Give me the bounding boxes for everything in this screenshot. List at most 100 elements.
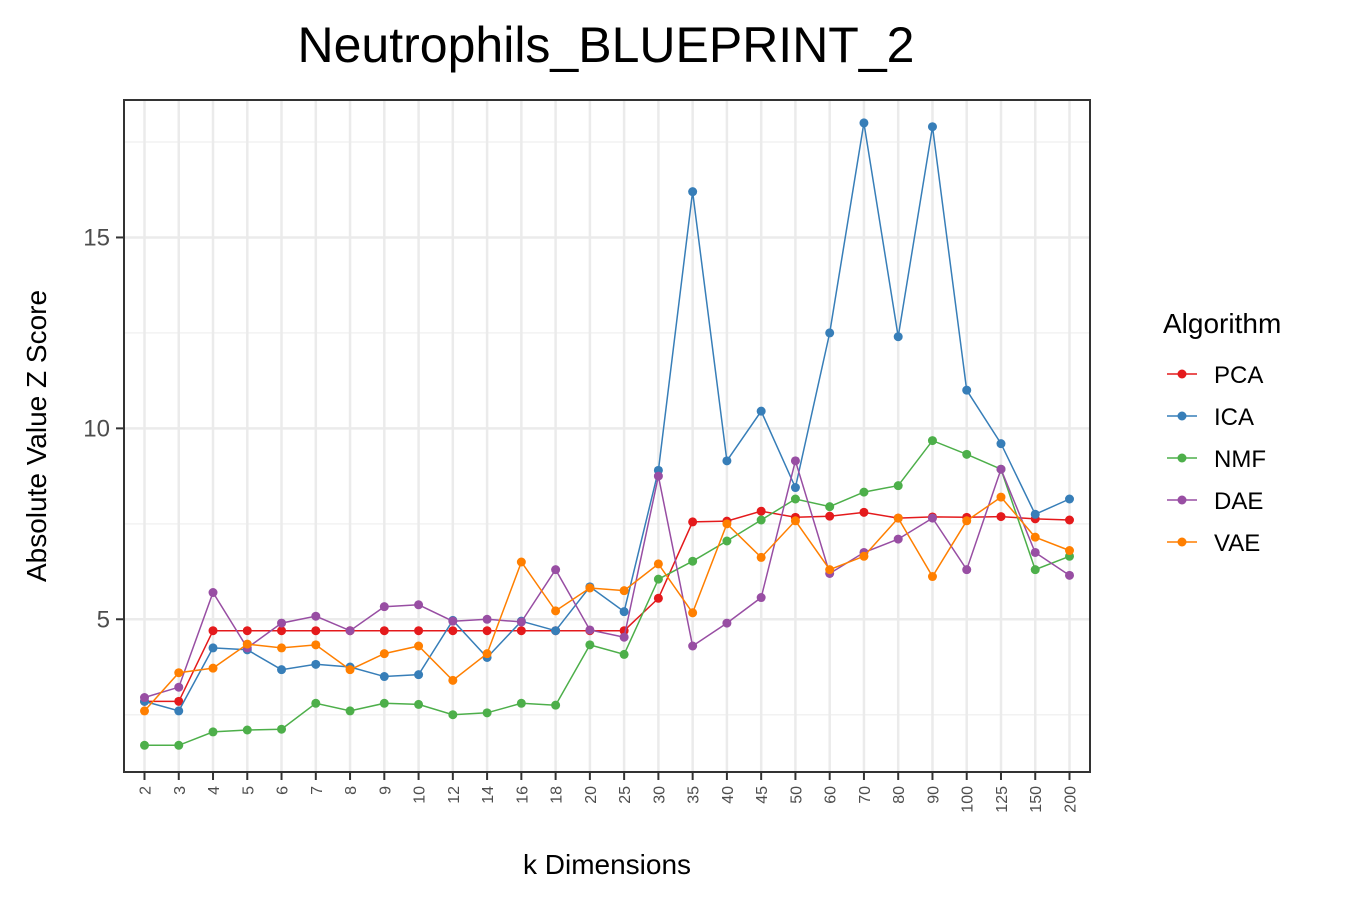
legend-label: NMF (1214, 446, 1266, 473)
data-point-nmf (208, 727, 218, 737)
data-point-vae (448, 675, 458, 685)
data-point-vae (962, 516, 972, 526)
data-point-ica (996, 439, 1006, 449)
data-point-vae (311, 640, 321, 650)
legend-label: VAE (1214, 530, 1260, 557)
series-line-ica (144, 122, 1070, 712)
data-point-pca (414, 626, 424, 636)
x-tick-label: 125 (994, 786, 1011, 813)
data-point-vae (756, 552, 766, 562)
x-tick-label: 25 (617, 786, 634, 804)
data-point-pca (174, 696, 184, 706)
data-point-vae (688, 608, 698, 618)
data-point-vae (893, 513, 903, 523)
data-point-vae (927, 572, 937, 582)
data-point-pca (516, 626, 526, 636)
x-tick-label: 150 (1028, 786, 1045, 813)
x-tick-label: 10 (412, 786, 429, 804)
data-point-dae (1065, 570, 1074, 580)
data-point-pca (482, 626, 492, 636)
x-tick-label: 50 (788, 786, 805, 804)
x-tick-label: 2 (138, 786, 155, 795)
data-point-nmf (722, 536, 732, 546)
series-line-pca (144, 510, 1070, 703)
y-tick-label: 15 (83, 224, 110, 251)
data-point-ica (962, 385, 972, 395)
legend-label: PCA (1214, 362, 1263, 389)
data-point-dae (448, 616, 458, 626)
data-point-vae (1030, 532, 1040, 542)
data-point-vae (140, 706, 149, 716)
data-point-ica (619, 607, 629, 617)
data-point-nmf (414, 699, 424, 709)
data-point-ica (790, 483, 800, 493)
data-point-dae (996, 464, 1006, 474)
data-point-pca (379, 626, 389, 636)
data-point-vae (585, 583, 595, 593)
data-point-pca (859, 507, 869, 517)
data-point-nmf (962, 449, 972, 459)
legend-item-dae: DAE (1167, 488, 1263, 515)
data-point-dae (208, 588, 218, 598)
data-point-dae (962, 565, 972, 575)
data-point-vae (859, 551, 869, 561)
series-nmf (140, 436, 1074, 750)
x-tick-label: 40 (720, 786, 737, 804)
x-tick-label: 4 (206, 786, 223, 795)
data-point-ica (551, 626, 561, 636)
data-point-nmf (619, 649, 629, 659)
data-point-nmf (277, 724, 287, 734)
data-point-nmf (585, 640, 595, 650)
data-point-ica (722, 456, 732, 466)
x-tick-label: 90 (925, 786, 942, 804)
legend-key-point (1177, 453, 1187, 463)
data-point-dae (414, 600, 424, 610)
data-point-nmf (859, 487, 869, 497)
series-line-nmf (144, 439, 1070, 747)
data-point-dae (756, 593, 766, 603)
series-layer (140, 118, 1074, 750)
data-point-nmf (825, 502, 835, 512)
series-pca (140, 506, 1074, 706)
legend-item-pca: PCA (1167, 362, 1263, 389)
data-point-ica (208, 643, 218, 653)
data-point-vae (242, 639, 252, 649)
data-point-ica (859, 118, 869, 128)
legend: Algorithm PCA ICA NMF DAE VAE (1163, 308, 1281, 557)
data-point-dae (1030, 547, 1040, 557)
x-tick-label: 30 (651, 786, 668, 804)
data-point-ica (1030, 509, 1040, 519)
legend-item-nmf: NMF (1167, 446, 1266, 473)
data-point-vae (482, 649, 492, 659)
x-tick-label: 14 (480, 786, 497, 804)
data-point-dae (927, 513, 937, 523)
data-point-dae (277, 618, 287, 628)
legend-key-point (1177, 495, 1187, 505)
data-point-pca (311, 626, 321, 636)
data-point-nmf (756, 515, 766, 525)
data-point-dae (790, 456, 800, 466)
data-point-nmf (140, 740, 149, 750)
x-tick-label: 12 (446, 786, 463, 804)
plot-border (123, 99, 1091, 773)
data-point-ica (756, 406, 766, 416)
data-point-dae (345, 626, 355, 636)
data-point-nmf (688, 556, 698, 566)
x-tick-label: 45 (754, 786, 771, 804)
x-tick-label: 18 (549, 786, 566, 804)
data-point-vae (516, 557, 526, 567)
grid-layer (124, 100, 1090, 772)
data-point-dae (722, 618, 732, 628)
x-tick-label: 5 (240, 786, 257, 795)
data-point-ica (277, 665, 287, 675)
data-point-dae (688, 641, 698, 651)
data-point-vae (414, 641, 424, 651)
data-point-nmf (174, 740, 184, 750)
data-point-nmf (653, 574, 663, 584)
legend-item-vae: VAE (1167, 530, 1260, 557)
x-tick-label: 9 (377, 786, 394, 795)
data-point-ica (927, 122, 937, 132)
data-point-pca (448, 626, 458, 636)
x-tick-label: 60 (823, 786, 840, 804)
